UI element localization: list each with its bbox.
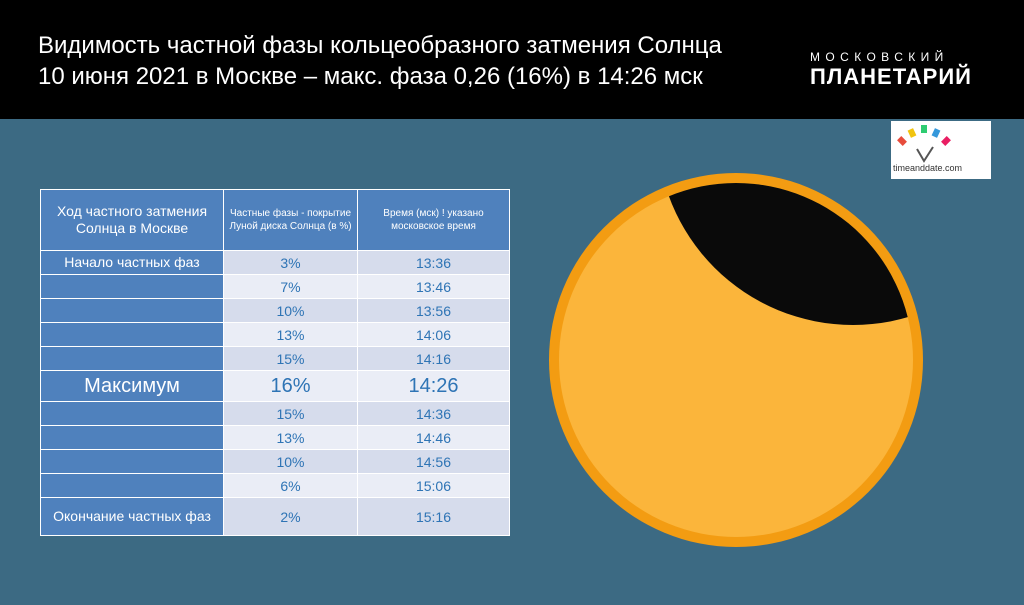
header-phase: Частные фазы - покрытие Луной диска Солн… [223,189,358,251]
row-label [40,473,224,498]
header-bar: Видимость частной фазы кольцеобразного з… [0,0,1024,119]
title-line-2: 10 июня 2021 в Москве – макс. фаза 0,26 … [38,63,703,90]
row-time: 13:36 [357,250,510,275]
row-label [40,298,224,323]
row-label [40,274,224,299]
row-label [40,401,224,426]
row-phase: 16% [223,370,358,402]
row-phase: 10% [223,449,358,474]
row-phase: 13% [223,322,358,347]
timeanddate-text: timeanddate.com [893,163,963,173]
planetarium-logo: МОСКОВСКИЙ ПЛАНЕТАРИЙ [810,50,972,90]
header-stage: Ход частного затмения Солнца в Москве [40,189,224,251]
row-time: 13:46 [357,274,510,299]
table-row: 7% 13:46 [40,274,510,299]
row-label [40,449,224,474]
table-row: 13% 14:46 [40,425,510,450]
timeanddate-logo: timeanddate.com [891,121,991,179]
table-row: 15% 14:16 [40,346,510,371]
table-row-maximum: Максимум 16% 14:26 [40,370,510,402]
brand-small-text: МОСКОВСКИЙ [810,50,949,64]
row-time: 14:16 [357,346,510,371]
row-phase: 3% [223,250,358,275]
row-phase: 10% [223,298,358,323]
row-time: 15:06 [357,473,510,498]
row-time: 14:46 [357,425,510,450]
row-time: 15:16 [357,497,510,536]
row-label: Максимум [40,370,224,402]
row-label [40,346,224,371]
row-time: 14:06 [357,322,510,347]
row-phase: 13% [223,425,358,450]
row-label: Начало частных фаз [40,250,224,275]
table-row: 10% 13:56 [40,298,510,323]
table-row: 10% 14:56 [40,449,510,474]
row-phase: 7% [223,274,358,299]
row-time: 13:56 [357,298,510,323]
table-row: 13% 14:06 [40,322,510,347]
page-title: Видимость частной фазы кольцеобразного з… [38,30,722,92]
row-label [40,322,224,347]
table-row: Окончание частных фаз 2% 15:16 [40,497,510,536]
row-phase: 2% [223,497,358,536]
row-time: 14:56 [357,449,510,474]
header-time: Время (мск) ! указано московское время [357,189,510,251]
row-time: 14:26 [357,370,510,402]
timeanddate-icon [897,125,951,163]
row-time: 14:36 [357,401,510,426]
eclipse-illustration [549,173,923,547]
table-row: 6% 15:06 [40,473,510,498]
table-row: Начало частных фаз 3% 13:36 [40,250,510,275]
table-row: 15% 14:36 [40,401,510,426]
row-label [40,425,224,450]
moon-shadow [657,183,913,325]
eclipse-table: Ход частного затмения Солнца в Москве Ча… [40,189,510,536]
row-phase: 15% [223,346,358,371]
row-phase: 6% [223,473,358,498]
brand-big-text: ПЛАНЕТАРИЙ [810,64,972,89]
title-line-1: Видимость частной фазы кольцеобразного з… [38,32,722,59]
table-header-row: Ход частного затмения Солнца в Москве Ча… [40,189,510,251]
row-phase: 15% [223,401,358,426]
row-label: Окончание частных фаз [40,497,224,536]
